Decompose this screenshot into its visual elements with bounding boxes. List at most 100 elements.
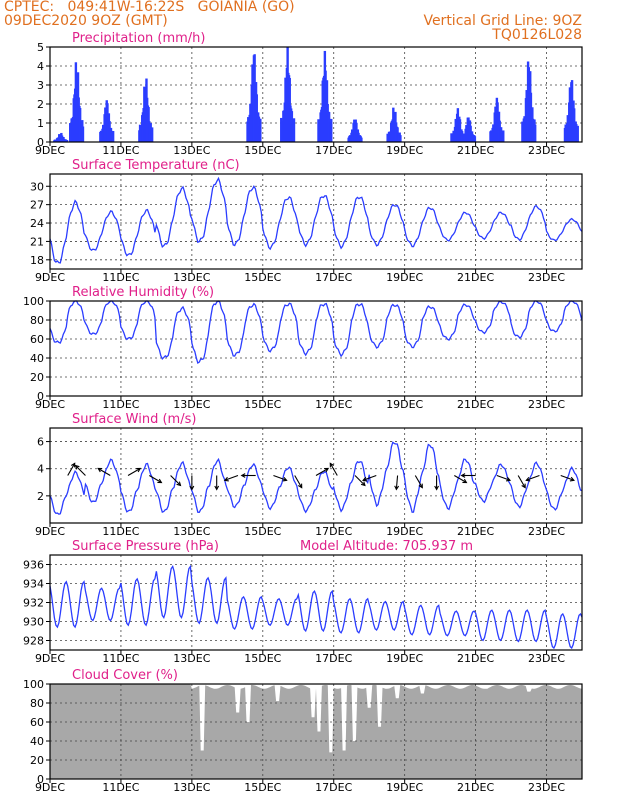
wind-arrow-21: [496, 474, 511, 481]
xtick-label-temp-4: 17DEC: [315, 271, 352, 284]
wind-arrow-head-7: [214, 485, 220, 491]
wind-arrow-head-14: [360, 481, 366, 487]
header-model-id: TQ0126L028: [492, 27, 582, 43]
ytick-label-temp-0: 18: [30, 254, 44, 267]
xtick-label-precip-4: 17DEC: [315, 144, 352, 157]
ytick-label-rh-5: 100: [23, 295, 44, 308]
cloud-title: Cloud Cover (%): [72, 668, 178, 683]
ytick-label-precip-1: 1: [37, 117, 44, 130]
precip-bar-13: [576, 125, 579, 142]
precip-bar-6: [330, 118, 333, 142]
header-date: 09DEC2020 9OZ (GMT): [4, 13, 168, 29]
ytick-label-pres-0: 928: [23, 635, 44, 648]
wind-arrow-24: [560, 474, 575, 481]
xtick-label-precip-6: 21DEC: [457, 144, 494, 157]
ytick-label-cloud-0: 0: [37, 773, 44, 786]
pres-title: Surface Pressure (hPa): [72, 539, 219, 554]
wind-arrow-head-4: [157, 478, 163, 484]
xtick-label-wind-5: 19DEC: [386, 525, 423, 538]
wind-arrow-0: [67, 463, 76, 476]
xtick-label-temp-3: 15DEC: [244, 271, 281, 284]
wind-arrow-13: [329, 463, 338, 476]
xtick-label-wind-4: 17DEC: [315, 525, 352, 538]
ytick-label-cloud-3: 60: [30, 716, 44, 729]
wind-arrow-17: [414, 475, 423, 488]
xtick-label-wind-0: 9DEC: [35, 525, 65, 538]
xtick-label-temp-1: 11DEC: [102, 271, 139, 284]
xtick-label-cloud-5: 19DEC: [386, 781, 423, 794]
xtick-label-temp-5: 19DEC: [386, 271, 423, 284]
xtick-label-wind-3: 15DEC: [244, 525, 281, 538]
wind-arrow-head-15: [362, 476, 368, 482]
xtick-label-pres-0: 9DEC: [35, 652, 65, 665]
ytick-label-rh-0: 0: [37, 390, 44, 403]
wind-arrow-head-11: [298, 483, 303, 489]
cloud-frame: [49, 683, 583, 780]
xtick-label-temp-2: 13DEC: [173, 271, 210, 284]
xtick-label-wind-6: 21DEC: [457, 525, 494, 538]
xtick-label-cloud-7: 23DEC: [528, 781, 565, 794]
wind-arrow-23: [526, 474, 540, 481]
precip-bar-4: [259, 118, 262, 142]
xtick-label-rh-4: 17DEC: [315, 398, 352, 411]
ytick-label-temp-1: 21: [30, 235, 44, 248]
xtick-label-cloud-3: 15DEC: [244, 781, 281, 794]
wind-arrow-head-1: [74, 464, 80, 470]
pres-panel: [46, 554, 583, 654]
ytick-label-cloud-5: 100: [23, 678, 44, 691]
xtick-label-precip-1: 11DEC: [102, 144, 139, 157]
rh-panel: [46, 300, 583, 400]
wind-arrow-head-21: [506, 476, 512, 482]
wind-arrow-head-0: [71, 462, 76, 468]
pres-series-line: [49, 564, 583, 650]
ytick-label-wind-2: 6: [37, 436, 44, 449]
wind-arrow-8: [224, 474, 239, 481]
wind-arrow-head-8: [223, 476, 229, 482]
wind-arrow-11: [294, 475, 303, 488]
wind-arrow-head-2: [97, 467, 103, 473]
temp-title: Surface Temperature (nC): [72, 158, 240, 173]
precip-bar-11: [502, 130, 505, 142]
xtick-label-wind-7: 23DEC: [528, 525, 565, 538]
wind-arrow-16: [395, 475, 399, 490]
header-location: CPTEC: 049:41W-16:22S GOIANIA (GO): [4, 0, 295, 15]
wind-arrow-1: [75, 465, 86, 476]
ytick-label-precip-4: 4: [37, 60, 44, 73]
wind-arrow-head-5: [176, 481, 182, 487]
wind-arrow-head-6: [189, 485, 195, 491]
xtick-label-cloud-2: 13DEC: [173, 781, 210, 794]
ytick-label-pres-4: 936: [23, 559, 44, 572]
wind-frame: [49, 427, 583, 524]
ytick-label-cloud-1: 20: [30, 754, 44, 767]
ytick-label-temp-2: 24: [30, 217, 44, 230]
wind-arrow-head-19: [462, 478, 468, 484]
wind-arrow-3: [127, 468, 141, 476]
ytick-label-pres-1: 930: [23, 616, 44, 629]
wind-title: Surface Wind (m/s): [72, 412, 196, 427]
xtick-label-rh-6: 21DEC: [457, 398, 494, 411]
header-grid-line: Vertical Grid Line: 9OZ: [423, 13, 582, 29]
ytick-label-rh-1: 20: [30, 371, 44, 384]
xtick-label-rh-5: 19DEC: [386, 398, 423, 411]
wind-arrow-head-12: [324, 467, 330, 473]
precip-bar-3: [150, 127, 154, 142]
pres-extra-label: Model Altitude: 705.937 m: [300, 539, 473, 554]
wind-arrow-head-9: [240, 473, 246, 478]
wind-arrow-head-10: [282, 476, 288, 482]
xtick-label-pres-1: 11DEC: [102, 652, 139, 665]
wind-arrow-head-3: [136, 467, 142, 473]
xtick-label-rh-1: 11DEC: [102, 398, 139, 411]
wind-arrow-head-13: [329, 462, 334, 468]
ytick-label-pres-2: 932: [23, 597, 44, 610]
temp-panel: [46, 173, 583, 273]
precip-bar-10: [473, 136, 477, 142]
xtick-label-pres-3: 15DEC: [244, 652, 281, 665]
wind-arrow-head-22: [521, 483, 526, 489]
ytick-label-wind-1: 4: [37, 463, 44, 476]
xtick-label-wind-2: 13DEC: [173, 525, 210, 538]
wind-arrow-4: [149, 475, 162, 483]
ytick-label-precip-5: 5: [37, 41, 44, 54]
ytick-label-pres-3: 934: [23, 578, 44, 591]
temp-series-line: [49, 176, 583, 264]
